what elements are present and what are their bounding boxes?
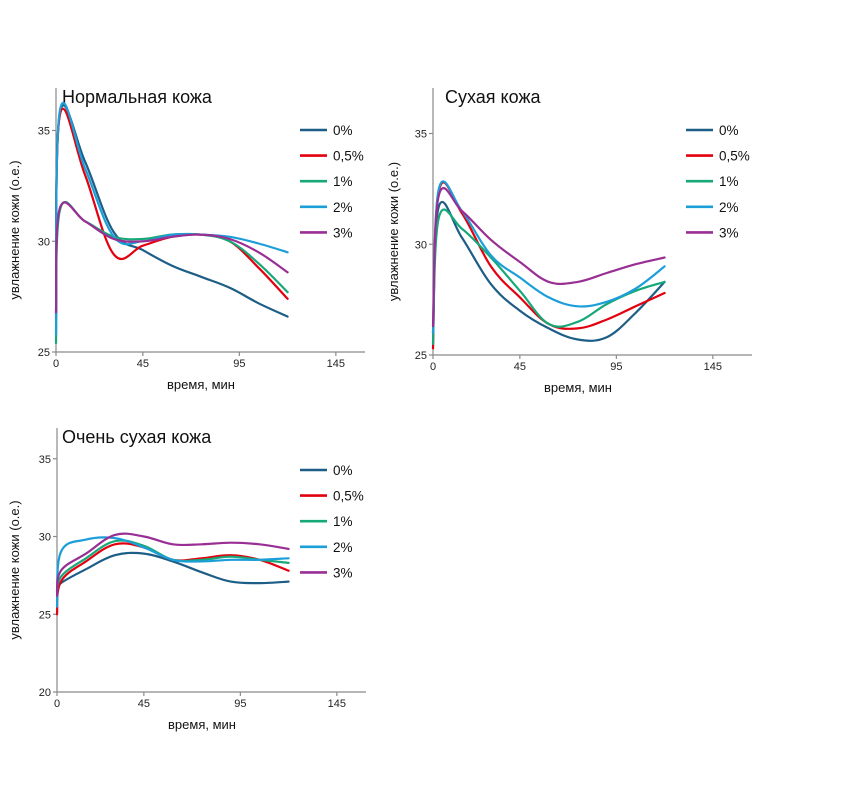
x-tick-label: 145 [704,361,722,373]
series-line-1 [431,200,666,342]
chart-3: Очень сухая кожа 20 25 30 35 0 45 95 145 время, м… [7,427,366,732]
x-tick-label: 45 [138,698,150,710]
y-tick-label: 30 [415,239,427,251]
chart-2: Сухая кожа 25 30 35 0 45 95 145 время, мин увлажн… [386,87,752,395]
y-tick-label: 35 [415,129,427,141]
y-tick-label: 30 [38,236,50,248]
y-tick-label: 35 [38,126,50,138]
legend-label: 3% [333,225,353,240]
series-line-5 [431,186,666,328]
legend-label: 1% [333,174,353,189]
legend-label: 2% [333,200,353,215]
series-line-5 [54,201,289,314]
y-tick-label: 25 [415,350,427,362]
chart-title: Нормальная кожа [62,87,213,107]
series-line-3 [431,208,666,345]
x-tick-label: 95 [233,358,245,370]
legend-label: 2% [719,200,739,215]
series-line-5 [55,532,290,597]
legend-label: 2% [333,540,353,555]
x-tick-label: 0 [430,361,436,373]
legend-label: 1% [333,514,353,529]
legend-label: 0% [333,123,353,138]
chart-title: Очень сухая кожа [62,427,212,447]
series-line-1 [54,104,289,318]
x-tick-label: 45 [514,361,526,373]
series-line-2 [54,107,289,320]
y-tick-label: 30 [39,532,51,544]
series-line-1 [55,551,290,592]
x-tick-label: 145 [328,698,346,710]
series-line-3 [54,200,289,345]
x-tick-label: 95 [234,698,246,710]
x-tick-label: 0 [53,358,59,370]
series-line-4 [55,536,290,608]
y-tick-label: 20 [39,687,51,699]
series-line-4 [431,180,666,334]
chart-1: Нормальная кожа 25 30 35 0 45 95 145 время, мин у… [7,87,365,392]
x-tick-label: 95 [610,361,622,373]
y-axis-label: увлажнение кожи (о.е.) [7,160,22,299]
legend-label: 0% [333,463,353,478]
y-axis-label: увлажнение кожи (о.е.) [7,500,22,639]
legend-label: 3% [333,565,353,580]
x-axis-label: время, мин [544,380,612,395]
y-tick-label: 25 [38,347,50,359]
legend-label: 0,5% [719,149,750,164]
legend-label: 0,5% [333,489,364,504]
x-axis-label: время, мин [167,377,235,392]
x-tick-label: 145 [327,358,345,370]
legend-label: 1% [719,174,739,189]
y-tick-label: 35 [39,454,51,466]
y-tick-label: 25 [39,609,51,621]
y-axis-label: увлажнение кожи (о.е.) [386,162,401,301]
x-tick-label: 45 [137,358,149,370]
legend-label: 3% [719,225,739,240]
chart-title: Сухая кожа [445,87,541,107]
x-tick-label: 0 [54,698,60,710]
legend-label: 0% [719,123,739,138]
x-axis-label: время, мин [168,717,236,732]
legend-label: 0,5% [333,149,364,164]
